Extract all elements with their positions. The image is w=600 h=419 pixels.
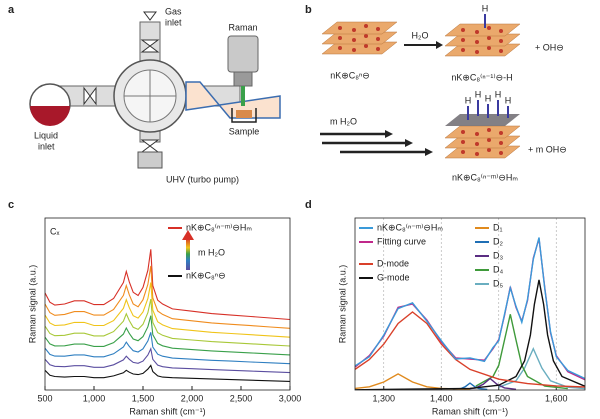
legend-label: nK⊕C₈⁽ⁿ⁻ᵐ⁾⊖Hₘ	[377, 222, 443, 232]
series-line	[45, 265, 290, 329]
series-line	[45, 298, 290, 347]
series-line	[355, 373, 471, 390]
series-line	[498, 346, 585, 390]
liquid-inlet: Liquid	[34, 130, 58, 140]
h-atom: H	[495, 89, 502, 99]
liquid	[30, 106, 70, 126]
h-atom: H	[505, 95, 512, 105]
legend-label: G-mode	[377, 272, 410, 282]
series-line	[45, 315, 290, 356]
plot-frame	[44, 217, 291, 391]
legend-arrow	[186, 238, 190, 270]
y-axis-label: Raman signal (a.u.)	[27, 265, 37, 344]
gas-valve-symbol	[143, 11, 157, 21]
legend-label: nK⊕C₈ⁿ⊖	[186, 270, 226, 280]
pump-flange	[137, 151, 163, 169]
panel-a: a Gas inlet Raman Liquid inlet Sample UH…	[8, 4, 281, 184]
reagent: H₂O	[412, 30, 429, 40]
h-atoms	[467, 100, 509, 120]
series-line	[45, 364, 290, 382]
plot-frame	[354, 217, 586, 391]
liquid-inlet: inlet	[38, 141, 55, 151]
series-line	[355, 311, 585, 388]
panel-b: b H H₂O nK⊕C₈ⁿ⊖ nK⊕C₈⁽ⁿ⁻¹⁾⊖-H + OH⊖ H H …	[305, 3, 567, 182]
series-line	[45, 332, 290, 365]
valve	[140, 39, 160, 53]
x-tick-label: 500	[37, 393, 52, 403]
pump-label: UHV (turbo pump)	[166, 174, 239, 184]
raman-label: Raman	[228, 22, 257, 32]
x-axis-label: Raman shift (cm⁻¹)	[129, 406, 205, 416]
x-tick-label: 1,500	[487, 393, 510, 403]
panel-label: a	[8, 4, 15, 16]
series-line	[45, 249, 290, 321]
sample	[236, 110, 252, 118]
annotation: m H₂O	[198, 247, 225, 257]
x-tick-label: 1,300	[372, 393, 395, 403]
sample-dish	[231, 108, 257, 123]
x-tick-label: 1,000	[83, 393, 106, 403]
legend-label: D₁	[493, 222, 503, 232]
x-tick-label: 3,000	[279, 393, 302, 403]
objective	[227, 35, 259, 73]
panel-label: c	[8, 199, 14, 211]
legend-label: D₅	[493, 278, 503, 288]
h-atom: H	[465, 95, 472, 105]
stack	[445, 126, 520, 158]
legend-label: nK⊕C₈⁽ⁿ⁻ᵐ⁾⊖Hₘ	[186, 222, 252, 232]
series-line	[355, 279, 585, 390]
annotation: Cₓ	[50, 226, 59, 236]
gas-inlet: inlet	[165, 17, 182, 27]
reactant: nK⊕C₈ⁿ⊖	[330, 70, 370, 80]
valve	[83, 86, 97, 106]
arrow-head	[436, 41, 443, 49]
legend-label: D-mode	[377, 258, 409, 268]
x-tick-label: 2,500	[230, 393, 253, 403]
h-atom: H	[482, 3, 489, 13]
x-tick-label: 1,500	[132, 393, 155, 403]
h-atom: H	[485, 93, 492, 103]
arrow-head	[405, 139, 413, 147]
h-atom: H	[475, 89, 482, 99]
legend-label: Fitting curve	[377, 236, 426, 246]
x-tick-label: 1,600	[545, 393, 568, 403]
series-line	[45, 282, 290, 338]
legend-label: D₄	[493, 264, 503, 274]
stack	[445, 24, 520, 56]
sample-label: Sample	[229, 126, 260, 136]
product: nK⊕C₈⁽ⁿ⁻¹⁾⊖-H	[451, 72, 512, 82]
gas-inlet: Gas	[165, 6, 182, 16]
arrow-head	[385, 130, 393, 138]
byproduct: + OH⊖	[535, 42, 564, 52]
x-axis-label: Raman shift (cm⁻¹)	[432, 406, 508, 416]
product: nK⊕C₈⁽ⁿ⁻ᵐ⁾⊖Hₘ	[452, 172, 518, 182]
reagent: m H₂O	[330, 116, 357, 126]
series-line	[475, 314, 568, 390]
valve	[140, 139, 160, 153]
objective-tip	[233, 71, 253, 87]
legend-label: D₃	[493, 250, 503, 260]
stack	[322, 22, 397, 54]
y-axis-label: Raman signal (a.u.)	[337, 265, 347, 344]
laser	[241, 86, 245, 106]
hydrogenated-layer	[445, 114, 520, 126]
series-line	[45, 347, 290, 374]
series-line	[355, 237, 585, 380]
x-tick-label: 1,400	[430, 393, 453, 403]
byproduct: + m OH⊖	[528, 144, 567, 154]
panel-label: d	[305, 199, 312, 211]
legend-arrow-head	[182, 230, 194, 240]
arrow-head	[425, 148, 433, 156]
panel-label: b	[305, 4, 312, 16]
x-tick-label: 2,000	[181, 393, 204, 403]
legend-label: D₂	[493, 236, 503, 246]
